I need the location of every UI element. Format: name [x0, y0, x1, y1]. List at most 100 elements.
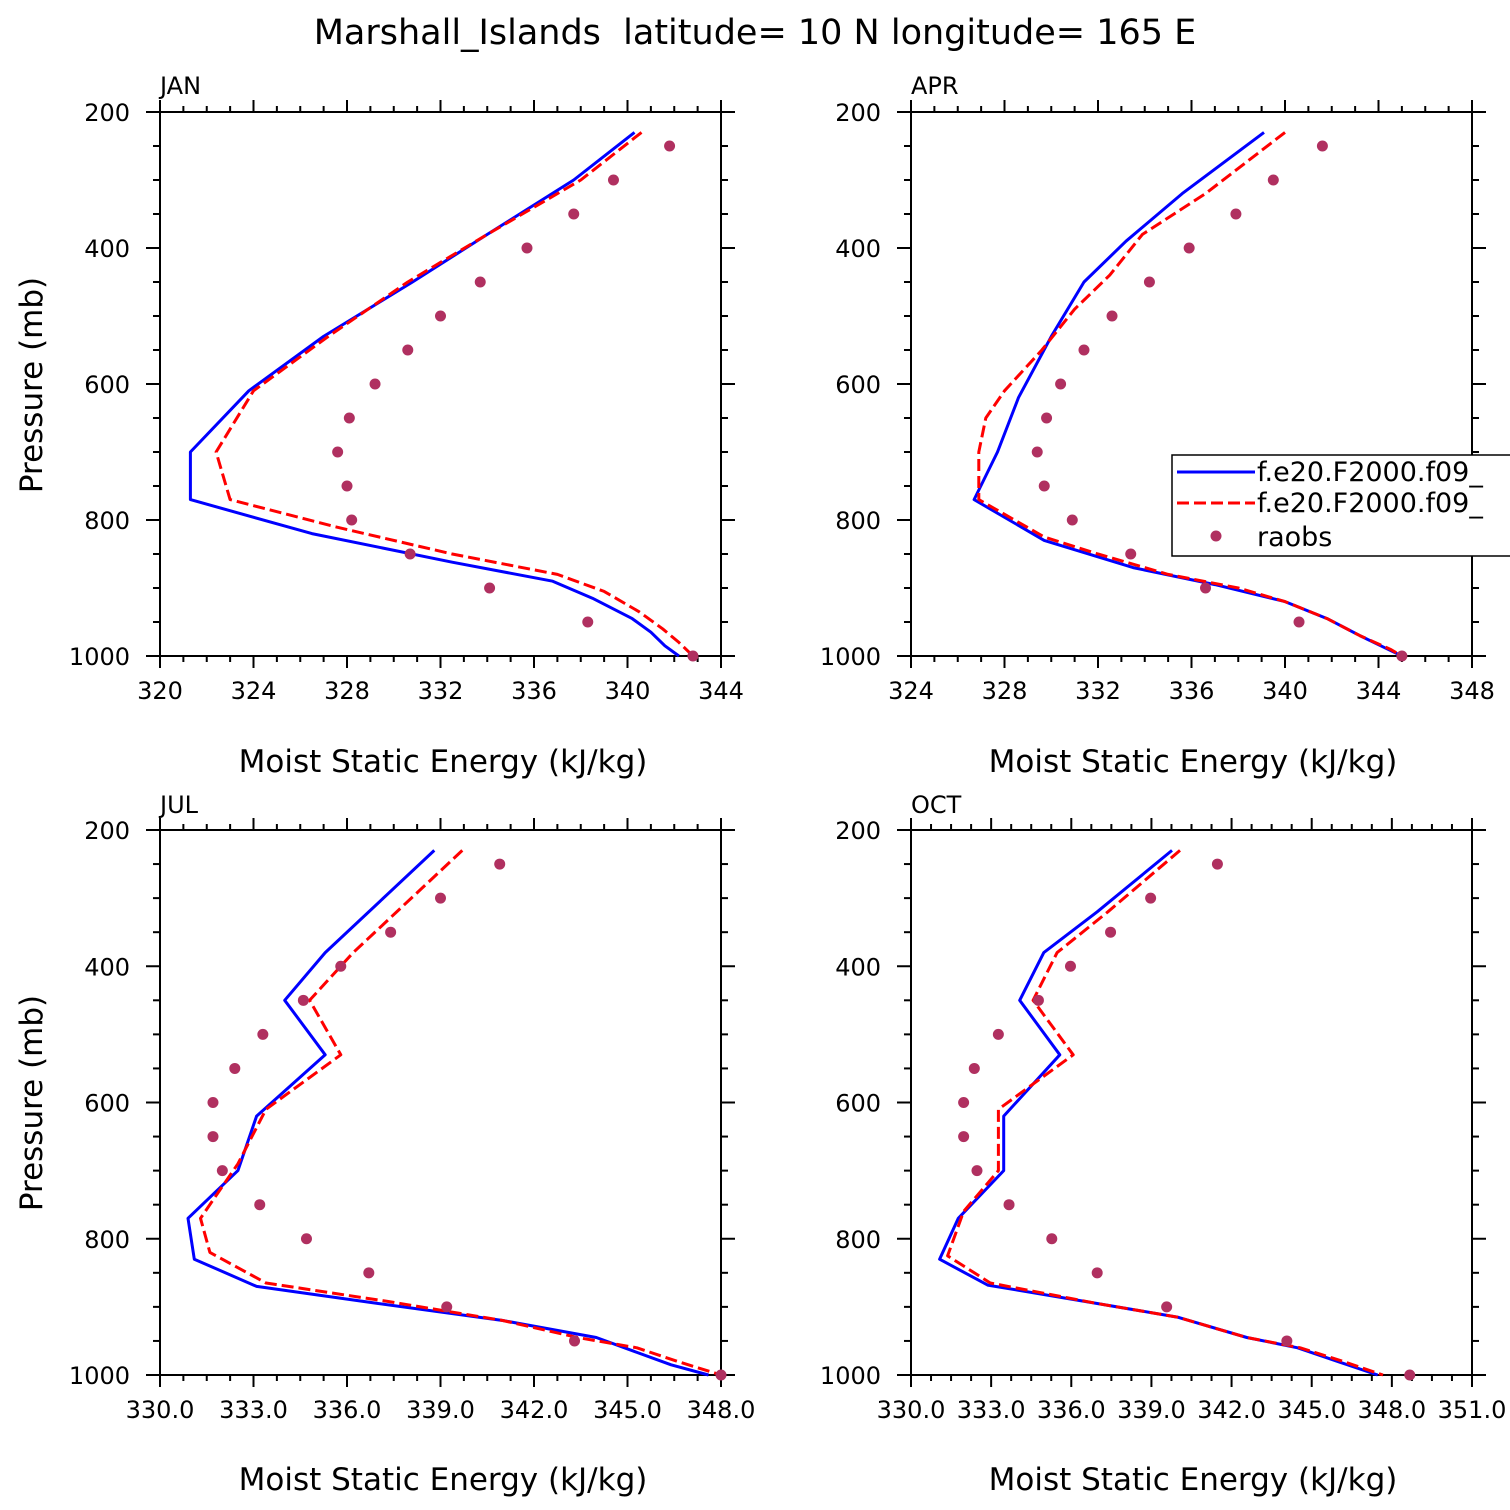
- x-tick-label: 328: [324, 677, 370, 705]
- x-tick-label: 332: [1075, 677, 1121, 705]
- x-tick-label: 336.0: [313, 1396, 382, 1424]
- x-tick-label: 330.0: [126, 1396, 195, 1424]
- raobs-point: [958, 1131, 970, 1143]
- raobs-point: [257, 1028, 269, 1040]
- y-tick-label: 1000: [69, 1362, 130, 1390]
- legend-label-raobs: raobs: [1257, 522, 1332, 553]
- x-tick-label: 336: [1169, 677, 1215, 705]
- raobs-point: [435, 892, 446, 904]
- raobs-point: [207, 1131, 219, 1143]
- raobs-point: [1078, 344, 1090, 356]
- x-tick-label: 348.0: [1357, 1396, 1426, 1424]
- raobs-point: [1125, 548, 1137, 560]
- raobs-point: [1230, 208, 1242, 220]
- raobs-point: [1091, 1267, 1103, 1279]
- raobs-point: [346, 514, 358, 526]
- raobs-point: [1161, 1301, 1173, 1313]
- x-tick-label: 332: [418, 677, 464, 705]
- x-tick-label: 336: [511, 677, 557, 705]
- raobs-point: [1145, 892, 1157, 904]
- x-tick-label: 320: [137, 677, 183, 705]
- x-tick-label: 324: [888, 677, 934, 705]
- raobs-point: [715, 1369, 727, 1381]
- x-tick-label: 340: [605, 677, 651, 705]
- x-axis-label: Moist Static Energy (kJ/kg): [239, 744, 648, 780]
- x-tick-label: 348: [1449, 677, 1495, 705]
- x-tick-label: 324: [231, 677, 277, 705]
- y-axis-label: Pressure (mb): [14, 277, 50, 493]
- raobs-point: [494, 858, 506, 870]
- raobs-point: [1404, 1369, 1416, 1381]
- raobs-point: [1032, 994, 1044, 1006]
- raobs-point: [992, 1028, 1004, 1040]
- raobs-point: [607, 174, 619, 186]
- model-line-dashed: [977, 131, 1403, 658]
- raobs-point: [687, 650, 699, 662]
- raobs-point: [254, 1199, 266, 1211]
- x-tick-label: 339.0: [406, 1396, 475, 1424]
- x-tick-label: 328: [982, 677, 1028, 705]
- x-tick-label: 333.0: [219, 1396, 288, 1424]
- raobs-point: [958, 1097, 970, 1108]
- y-tick-label: 400: [835, 953, 881, 981]
- panel-title: APR: [911, 72, 959, 100]
- x-tick-label: 333.0: [957, 1396, 1026, 1424]
- raobs-point: [216, 1165, 228, 1177]
- raobs-point: [1316, 140, 1328, 152]
- y-tick-label: 1000: [820, 1362, 881, 1390]
- y-tick-label: 800: [835, 507, 881, 535]
- raobs-point: [1003, 1199, 1015, 1211]
- raobs-point: [1211, 858, 1223, 870]
- legend: f.e20.F2000.f09_ f.e20.F2000.f09_ raobs: [1171, 454, 1510, 557]
- raobs-point: [343, 412, 355, 424]
- panel-jan: JAN Moist Static Energy (kJ/kg) Pressure…: [14, 72, 744, 780]
- model-line-dashed: [199, 849, 722, 1377]
- x-tick-label: 339.0: [1117, 1396, 1186, 1424]
- y-tick-label: 600: [84, 1090, 130, 1118]
- raobs-point: [1105, 926, 1117, 938]
- x-tick-label: 351.0: [1438, 1396, 1507, 1424]
- y-tick-label: 800: [835, 1226, 881, 1254]
- raobs-point: [1031, 446, 1043, 458]
- x-tick-label: 340: [1262, 677, 1308, 705]
- raobs-point: [1041, 412, 1053, 424]
- raobs-point: [1183, 242, 1195, 254]
- panel-title: OCT: [911, 791, 962, 819]
- raobs-point: [341, 480, 353, 492]
- panel-jul: JUL Moist Static Energy (kJ/kg) Pressure…: [14, 791, 755, 1498]
- raobs-point: [664, 140, 676, 152]
- raobs-point: [363, 1267, 375, 1279]
- raobs-point: [1066, 514, 1078, 526]
- raobs-point: [971, 1165, 983, 1177]
- raobs-point: [435, 310, 446, 322]
- figure-title: Marshall_Islands latitude= 10 N longitud…: [314, 13, 1197, 53]
- raobs-point: [569, 1335, 581, 1347]
- y-axis-label: Pressure (mb): [14, 995, 50, 1211]
- x-tick-label: 330.0: [877, 1396, 946, 1424]
- y-tick-label: 600: [835, 371, 881, 399]
- legend-label-model-1: f.e20.F2000.f09_: [1257, 457, 1483, 488]
- x-tick-label: 342.0: [1197, 1396, 1266, 1424]
- y-tick-label: 200: [835, 817, 881, 845]
- raobs-point: [369, 378, 381, 390]
- raobs-point: [1281, 1335, 1293, 1347]
- raobs-point: [474, 276, 486, 288]
- raobs-point: [1293, 616, 1305, 628]
- raobs-point: [968, 1062, 980, 1074]
- raobs-point: [568, 208, 580, 220]
- raobs-point: [385, 926, 397, 938]
- raobs-point: [1064, 960, 1076, 972]
- raobs-point: [300, 1233, 312, 1245]
- legend-dot-swatch: [1210, 530, 1222, 542]
- raobs-point: [1267, 174, 1279, 186]
- y-tick-label: 600: [84, 371, 130, 399]
- x-tick-label: 344: [1356, 677, 1402, 705]
- raobs-point: [1055, 378, 1067, 390]
- raobs-point: [332, 446, 344, 458]
- raobs-point: [1143, 276, 1155, 288]
- raobs-point: [582, 616, 594, 628]
- x-tick-label: 344: [698, 677, 744, 705]
- raobs-point: [335, 960, 347, 972]
- x-tick-label: 345.0: [593, 1396, 662, 1424]
